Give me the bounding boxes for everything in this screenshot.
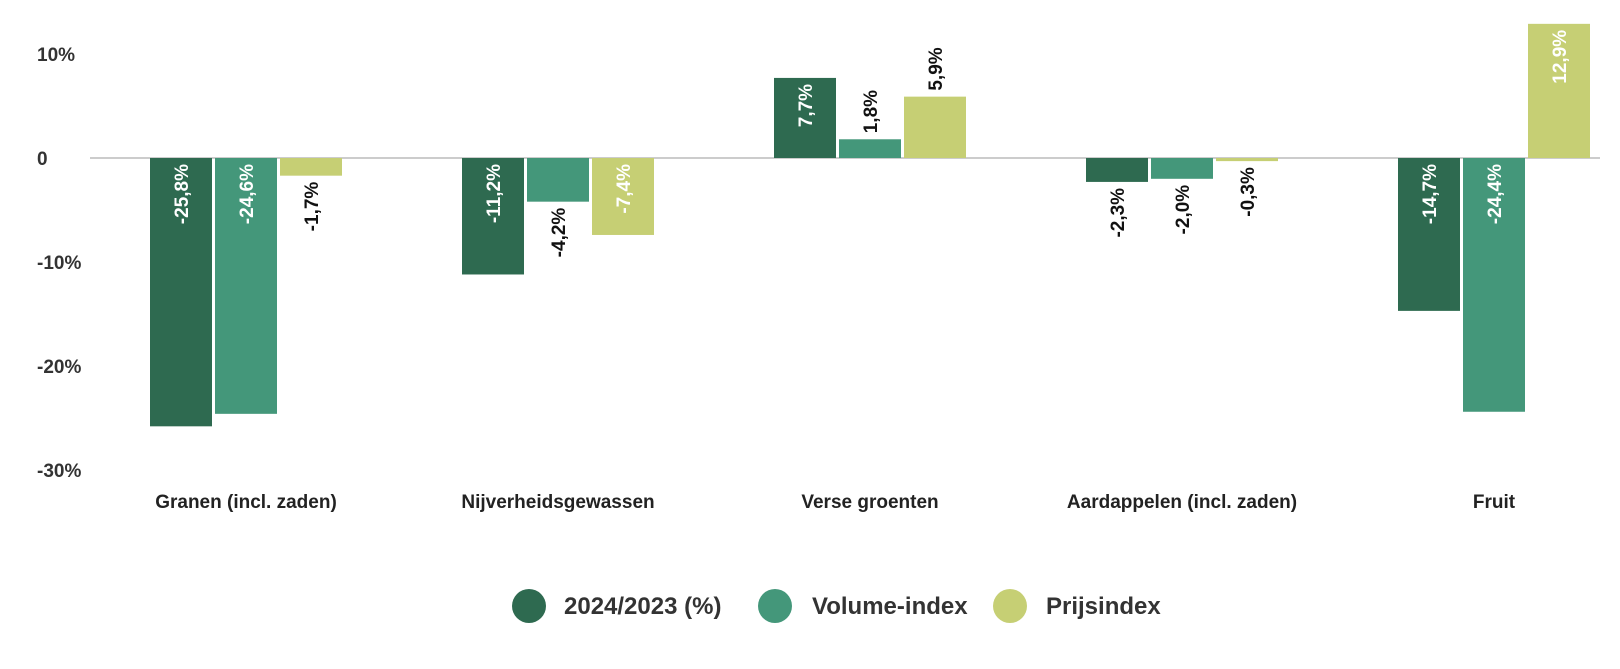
category-label: Nijverheidsgewassen <box>461 492 654 513</box>
legend: 2024/2023 (%) Volume-index Prijsindex <box>512 589 1161 623</box>
data-label: -2,3% <box>1108 188 1129 238</box>
data-label: 7,7% <box>796 84 817 127</box>
bar-2 <box>215 158 277 414</box>
legend-label: Prijsindex <box>1046 593 1161 620</box>
data-label: 1,8% <box>861 90 882 133</box>
category-label: Aardappelen (incl. zaden) <box>1067 492 1297 513</box>
y-tick-label: 10% <box>37 45 75 66</box>
legend-swatch <box>993 589 1027 623</box>
y-tick-label: -20% <box>37 357 81 378</box>
data-label: -25,8% <box>172 164 193 224</box>
bar-1 <box>1398 158 1460 311</box>
bar-1 <box>150 158 212 427</box>
data-label: -2,0% <box>1173 185 1194 235</box>
data-label: -14,7% <box>1420 164 1441 224</box>
data-label: -7,4% <box>614 164 635 214</box>
bar-3 <box>280 158 342 176</box>
y-tick-label: -10% <box>37 253 81 274</box>
bar-3 <box>904 96 966 158</box>
bar-2 <box>1151 158 1213 179</box>
bar-3 <box>592 158 654 235</box>
y-axis: 10% 0 -10% -20% -30% <box>37 45 81 482</box>
bar-3 <box>1216 158 1278 162</box>
bar-2 <box>527 158 589 202</box>
category-label: Verse groenten <box>801 492 938 513</box>
data-label: -24,6% <box>237 164 258 224</box>
plot-area: -25,8% -24,6% -1,7% -11,2% -4,2% -7,4% 7,7% 1,8… <box>150 23 1590 427</box>
bar-1 <box>774 77 836 158</box>
data-label: -4,2% <box>549 208 570 258</box>
y-tick-label: 0 <box>37 149 48 170</box>
data-label: -24,4% <box>1485 164 1506 224</box>
legend-label: Volume-index <box>812 593 968 620</box>
data-label: -0,3% <box>1238 167 1259 217</box>
bar-1 <box>1086 158 1148 182</box>
legend-swatch <box>758 589 792 623</box>
bar-3 <box>1528 23 1590 159</box>
data-label: 5,9% <box>926 47 947 90</box>
legend-swatch <box>512 589 546 623</box>
data-label: -11,2% <box>484 164 505 223</box>
category-label: Fruit <box>1473 492 1516 513</box>
y-tick-label: -30% <box>37 461 81 482</box>
x-axis: Granen (incl. zaden) Nijverheidsgewassen V… <box>155 492 1516 513</box>
legend-label: 2024/2023 (%) <box>564 593 721 620</box>
bar-1 <box>462 158 524 275</box>
bar-2 <box>839 139 901 158</box>
data-label: -1,7% <box>302 182 323 232</box>
category-label: Granen (incl. zaden) <box>155 492 337 513</box>
bar-2 <box>1463 158 1525 412</box>
data-label: 12,9% <box>1550 30 1571 84</box>
